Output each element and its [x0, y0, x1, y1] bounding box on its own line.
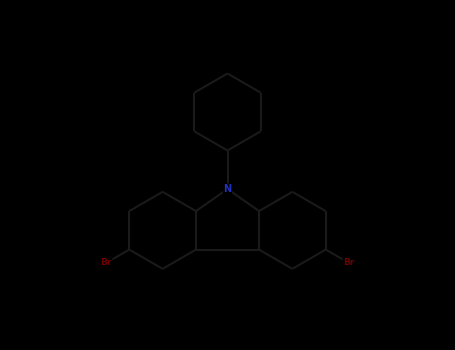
Text: N: N: [223, 184, 232, 194]
Text: Br: Br: [101, 258, 112, 267]
Text: Br: Br: [343, 258, 354, 267]
